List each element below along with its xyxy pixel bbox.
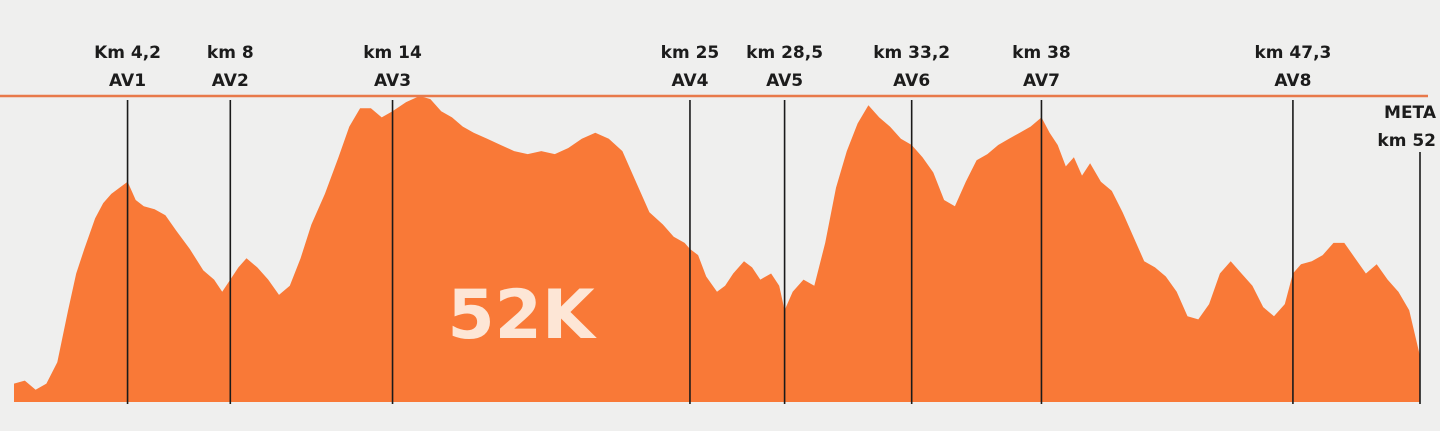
race-distance-title: 52K [447, 276, 597, 355]
checkpoint-aid-label-2: AV2 [212, 71, 249, 91]
finish-km-label: km 52 [1377, 131, 1436, 151]
checkpoint-aid-label-6: AV6 [893, 71, 930, 91]
checkpoint-aid-label-4: AV4 [671, 71, 708, 91]
checkpoint-aid-label-7: AV7 [1023, 71, 1060, 91]
checkpoint-km-label-8: km 47,3 [1254, 43, 1331, 63]
checkpoint-km-label-2: km 8 [207, 43, 254, 63]
checkpoint-aid-label-1: AV1 [109, 71, 146, 91]
checkpoint-km-label-1: Km 4,2 [94, 43, 161, 63]
finish-label: META [1384, 103, 1437, 123]
checkpoint-km-label-7: km 38 [1012, 43, 1071, 63]
checkpoint-km-label-6: km 33,2 [873, 43, 950, 63]
checkpoint-km-label-5: km 28,5 [746, 43, 823, 63]
checkpoint-aid-label-8: AV8 [1274, 71, 1311, 91]
checkpoint-km-label-4: km 25 [661, 43, 720, 63]
elevation-area [14, 96, 1420, 402]
checkpoint-aid-label-3: AV3 [374, 71, 411, 91]
checkpoint-km-label-3: km 14 [363, 43, 422, 63]
checkpoint-aid-label-5: AV5 [766, 71, 803, 91]
